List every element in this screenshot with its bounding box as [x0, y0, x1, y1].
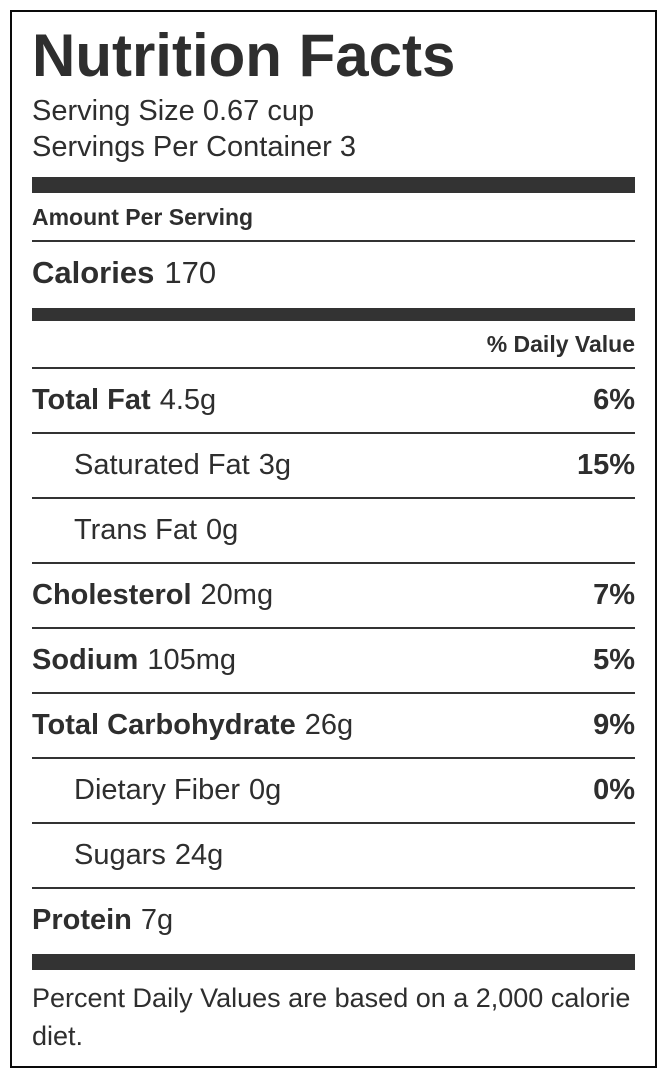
- daily-value-header: % Daily Value: [486, 331, 635, 358]
- label-title: Nutrition Facts: [32, 22, 456, 89]
- nutrient-row-protein: Protein 7g: [32, 887, 635, 952]
- thick-separator-bar: [32, 177, 635, 194]
- calories-value: 170: [164, 255, 217, 291]
- nutrient-name-amount: Sodium 105mg: [32, 644, 237, 677]
- calories-row: Calories 170: [32, 240, 635, 306]
- nutrient-name-amount: Dietary Fiber 0g: [74, 774, 282, 807]
- nutrient-row-sugars: Sugars 24g: [32, 822, 635, 887]
- nutrient-row-total-fat: Total Fat 4.5g 6%: [32, 367, 635, 432]
- calories-label: Calories: [32, 255, 155, 291]
- nutrient-row-saturated-fat: Saturated Fat 3g 15%: [32, 432, 635, 497]
- nutrition-facts-label: Nutrition Facts Serving Size 0.67 cup Se…: [10, 10, 657, 1068]
- nutrient-name-amount: Total Carbohydrate 26g: [32, 709, 354, 742]
- nutrient-daily-value: 6%: [593, 384, 635, 417]
- nutrient-name-amount: Saturated Fat 3g: [74, 449, 291, 482]
- nutrient-daily-value: 5%: [593, 644, 635, 677]
- nutrient-name-amount: Protein 7g: [32, 904, 174, 937]
- nutrient-daily-value: 7%: [593, 579, 635, 612]
- serving-size: Serving Size 0.67 cup: [32, 95, 315, 128]
- thick-separator-bar: [32, 308, 635, 322]
- nutrient-row-trans-fat: Trans Fat 0g: [32, 497, 635, 562]
- nutrient-row-sodium: Sodium 105mg 5%: [32, 627, 635, 692]
- nutrient-daily-value: 15%: [576, 449, 635, 482]
- nutrient-row-total-carbohydrate: Total Carbohydrate 26g 9%: [32, 692, 635, 757]
- nutrient-row-dietary-fiber: Dietary Fiber 0g 0%: [32, 757, 635, 822]
- nutrient-daily-value: 9%: [593, 709, 635, 742]
- nutrient-name-amount: Total Fat 4.5g: [32, 384, 217, 417]
- servings-per-container: Servings Per Container 3: [32, 131, 356, 164]
- nutrient-name-amount: Cholesterol 20mg: [32, 579, 274, 612]
- nutrient-name-amount: Sugars 24g: [74, 839, 224, 872]
- nutrient-daily-value: 0%: [593, 774, 635, 807]
- thick-separator-bar: [32, 954, 635, 971]
- nutrient-name-amount: Trans Fat 0g: [74, 514, 239, 547]
- amount-per-serving-heading: Amount Per Serving: [32, 204, 254, 231]
- nutrient-row-cholesterol: Cholesterol 20mg 7%: [32, 562, 635, 627]
- daily-values-footnote: Percent Daily Values are based on a 2,00…: [32, 983, 631, 1052]
